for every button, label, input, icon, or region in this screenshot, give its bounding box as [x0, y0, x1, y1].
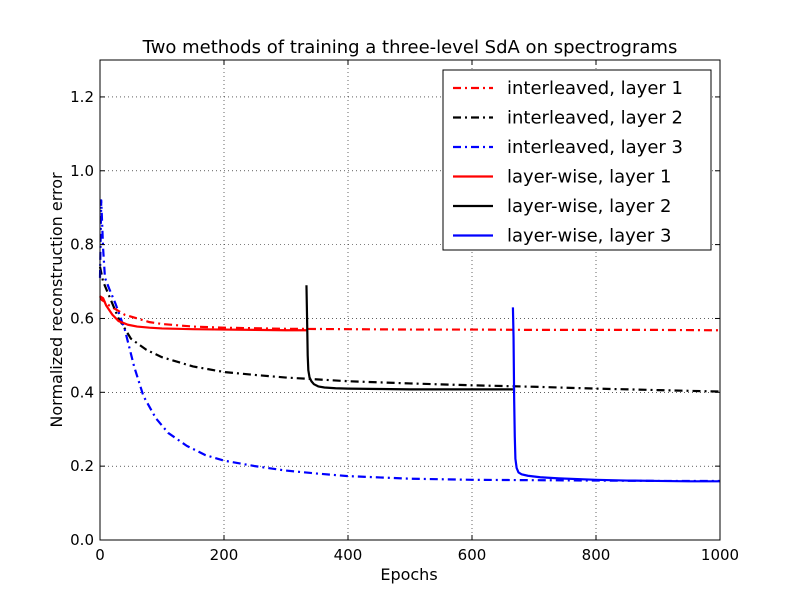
legend-label-interleaved-layer-1: interleaved, layer 1: [507, 78, 683, 99]
plot-frame: [99, 59, 721, 541]
legend: interleaved, layer 1 interleaved, layer 2…: [442, 69, 712, 251]
series-line-layer-wise-layer-1: [99, 295, 307, 332]
y-tick-label-3: 0.6: [70, 309, 94, 327]
x-tick-label-0: 0: [95, 546, 105, 564]
y-tick-label-2: 0.4: [70, 383, 94, 401]
x-tick-label-3: 600: [458, 546, 487, 564]
series-line-interleaved-layer-3: [98, 199, 720, 483]
y-tick-label-5: 1.0: [70, 162, 94, 180]
x-axis-label: Epochs: [380, 565, 437, 584]
y-tick-label-4: 0.8: [70, 236, 94, 254]
series-line-layer-wise-layer-3: [511, 307, 720, 483]
x-tick-label-1: 200: [210, 546, 239, 564]
axis-ticks: 0 200 400 600 800 1000 0.0 0.2 0.4 0.6 0.8 1.0 1.2: [70, 60, 739, 564]
y-axis-label: Normalized reconstruction error: [47, 172, 66, 428]
legend-label-interleaved-layer-3: interleaved, layer 3: [507, 137, 683, 158]
series-line-interleaved-layer-2: [98, 266, 721, 393]
plot-border: [99, 59, 721, 541]
y-tick-label-0: 0.0: [70, 531, 94, 549]
legend-label-layer-wise-layer-2: layer-wise, layer 2: [507, 196, 671, 217]
y-tick-label-1: 0.2: [70, 457, 94, 475]
x-tick-label-2: 400: [334, 546, 363, 564]
x-tick-label-5: 1000: [701, 546, 739, 564]
series-lines: [98, 199, 721, 483]
legend-label-interleaved-layer-2: interleaved, layer 2: [507, 108, 683, 129]
legend-label-layer-wise-layer-3: layer-wise, layer 3: [507, 226, 671, 247]
legend-label-layer-wise-layer-1: layer-wise, layer 1: [507, 167, 671, 188]
y-tick-label-6: 1.2: [70, 88, 94, 106]
series-line-layer-wise-layer-2: [305, 285, 513, 391]
series-line-interleaved-layer-1: [99, 295, 721, 332]
x-tick-label-4: 800: [582, 546, 611, 564]
chart-title: Two methods of training a three-level Sd…: [142, 37, 678, 58]
legend-box: [442, 69, 712, 251]
